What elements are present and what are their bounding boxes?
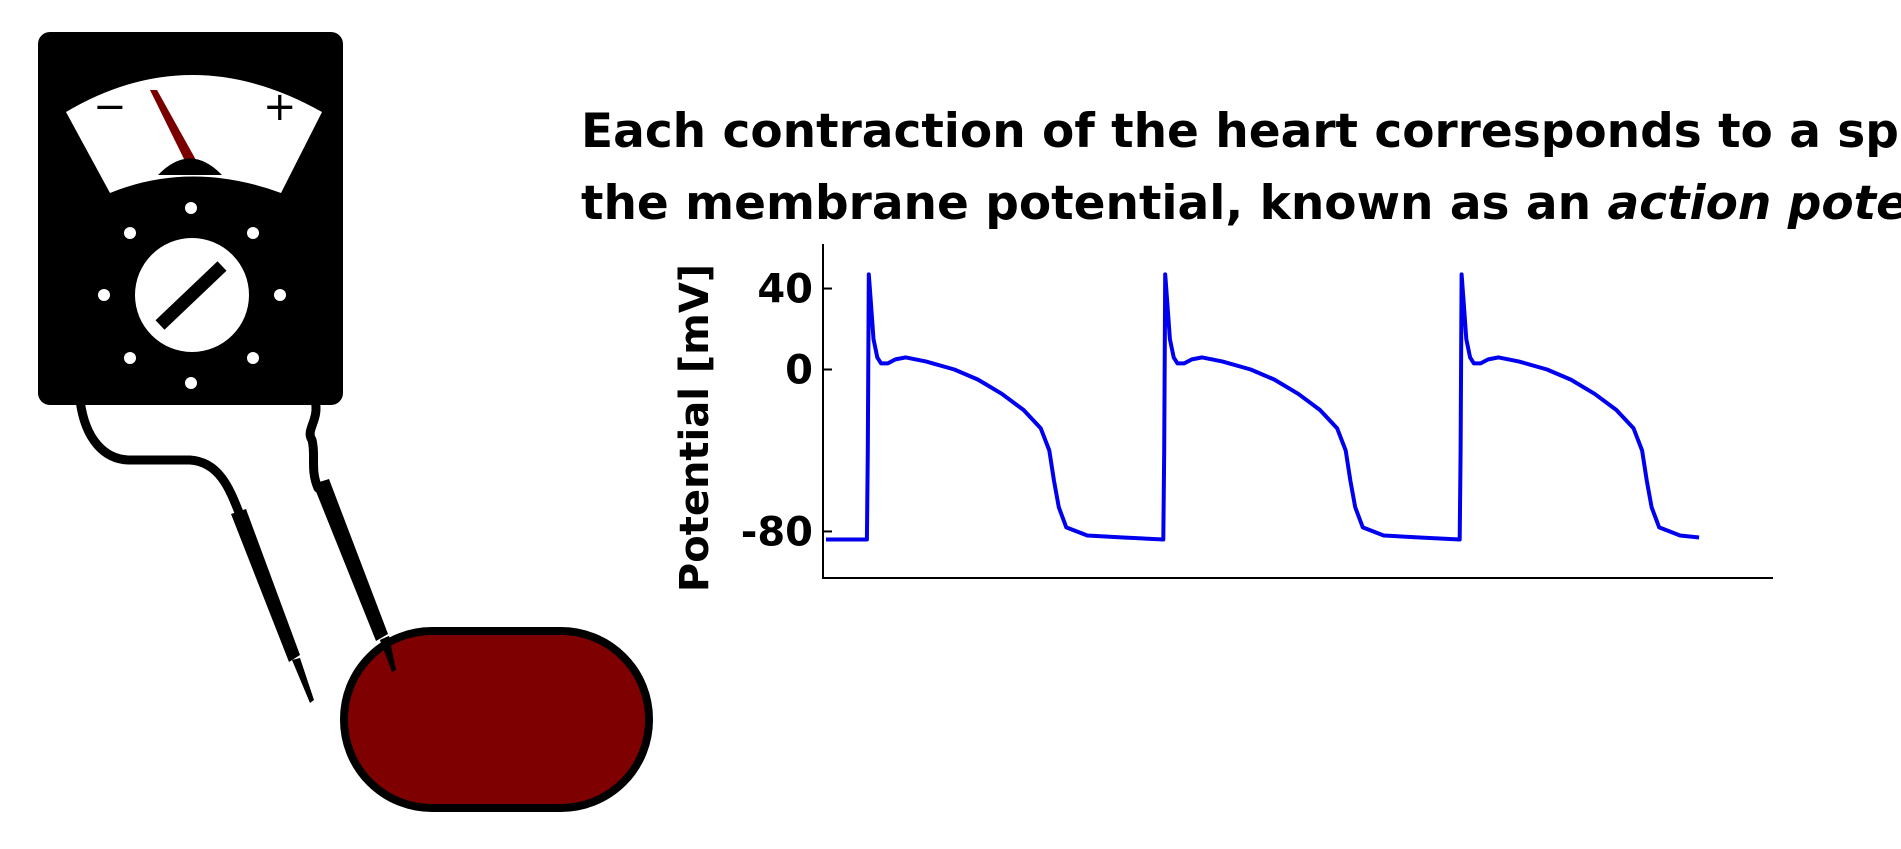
caption-text: Each contraction of the heart correspond… — [581, 96, 1901, 240]
right-probe-tip — [380, 636, 396, 672]
membrane-potential-trace — [826, 272, 1700, 542]
y-tick-label: 40 — [757, 267, 813, 313]
voltmeter-illustration: − + — [38, 32, 653, 812]
left-probe — [231, 509, 314, 703]
meter-needle-hub — [158, 158, 222, 175]
meter-needle — [150, 90, 196, 163]
right-probe-wire — [305, 395, 323, 493]
selector-dots — [98, 202, 286, 389]
meter-plus-sign: + — [263, 84, 297, 130]
caption-emphasis: action potential — [1607, 176, 1901, 231]
caption-line-2: the membrane potential, known as an acti… — [581, 168, 1901, 240]
selector-knob-pointer — [155, 261, 227, 330]
y-tick-label: -80 — [741, 509, 813, 555]
y-axis-label: Potential [mV] — [672, 264, 718, 592]
meter-dial-face — [66, 75, 322, 193]
heart-tissue — [340, 627, 653, 812]
action-potential-chart: 40 0 -80 Potential [mV] — [672, 244, 1773, 592]
caption-line-2-prefix: the membrane potential, known as an — [581, 176, 1608, 231]
caption-line-1: Each contraction of the heart correspond… — [581, 104, 1901, 159]
y-tick-label: 0 — [785, 348, 813, 394]
left-probe-wire — [75, 395, 245, 520]
meter-minus-sign: − — [93, 84, 127, 130]
